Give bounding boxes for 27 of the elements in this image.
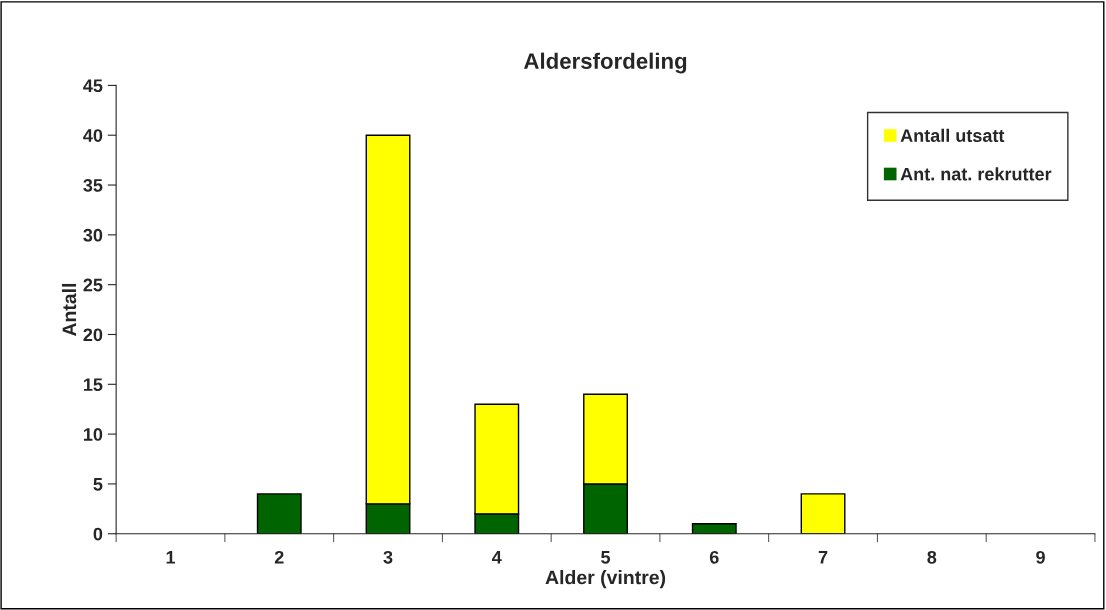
y-tick-label: 25 [83, 278, 103, 292]
chart-title: Aldersfordeling [523, 52, 687, 74]
legend-label: Antall utsatt [900, 128, 1005, 142]
bar [800, 493, 846, 534]
x-tick-label: 9 [1036, 550, 1045, 564]
y-tick-label: 15 [83, 378, 103, 392]
x-tick-label: 7 [818, 551, 828, 564]
y-axis-title: Antall [61, 283, 77, 337]
y-tick-label: 45 [83, 79, 103, 93]
legend-label: Ant. nat. rekrutter [900, 167, 1052, 181]
x-tick-label: 4 [492, 551, 502, 564]
bar [691, 523, 737, 534]
bar [256, 493, 302, 534]
y-tick-label: 20 [83, 328, 103, 342]
y-tick-label: 10 [83, 428, 103, 441]
y-tick-label: 35 [83, 178, 103, 192]
x-tick-label: 5 [601, 551, 611, 564]
x-tick-label: 1 [166, 551, 176, 564]
x-tick-label: 6 [709, 550, 719, 564]
y-tick-label: 5 [93, 478, 103, 491]
x-tick-label: 2 [274, 550, 284, 564]
y-tick-label: 30 [83, 228, 103, 242]
x-tick-label: 8 [927, 550, 937, 564]
y-tick-label: 40 [83, 129, 103, 142]
y-tick-label: 0 [93, 527, 103, 541]
x-axis-title: Alder (vintre) [545, 570, 666, 589]
x-tick-label: 3 [383, 550, 393, 564]
